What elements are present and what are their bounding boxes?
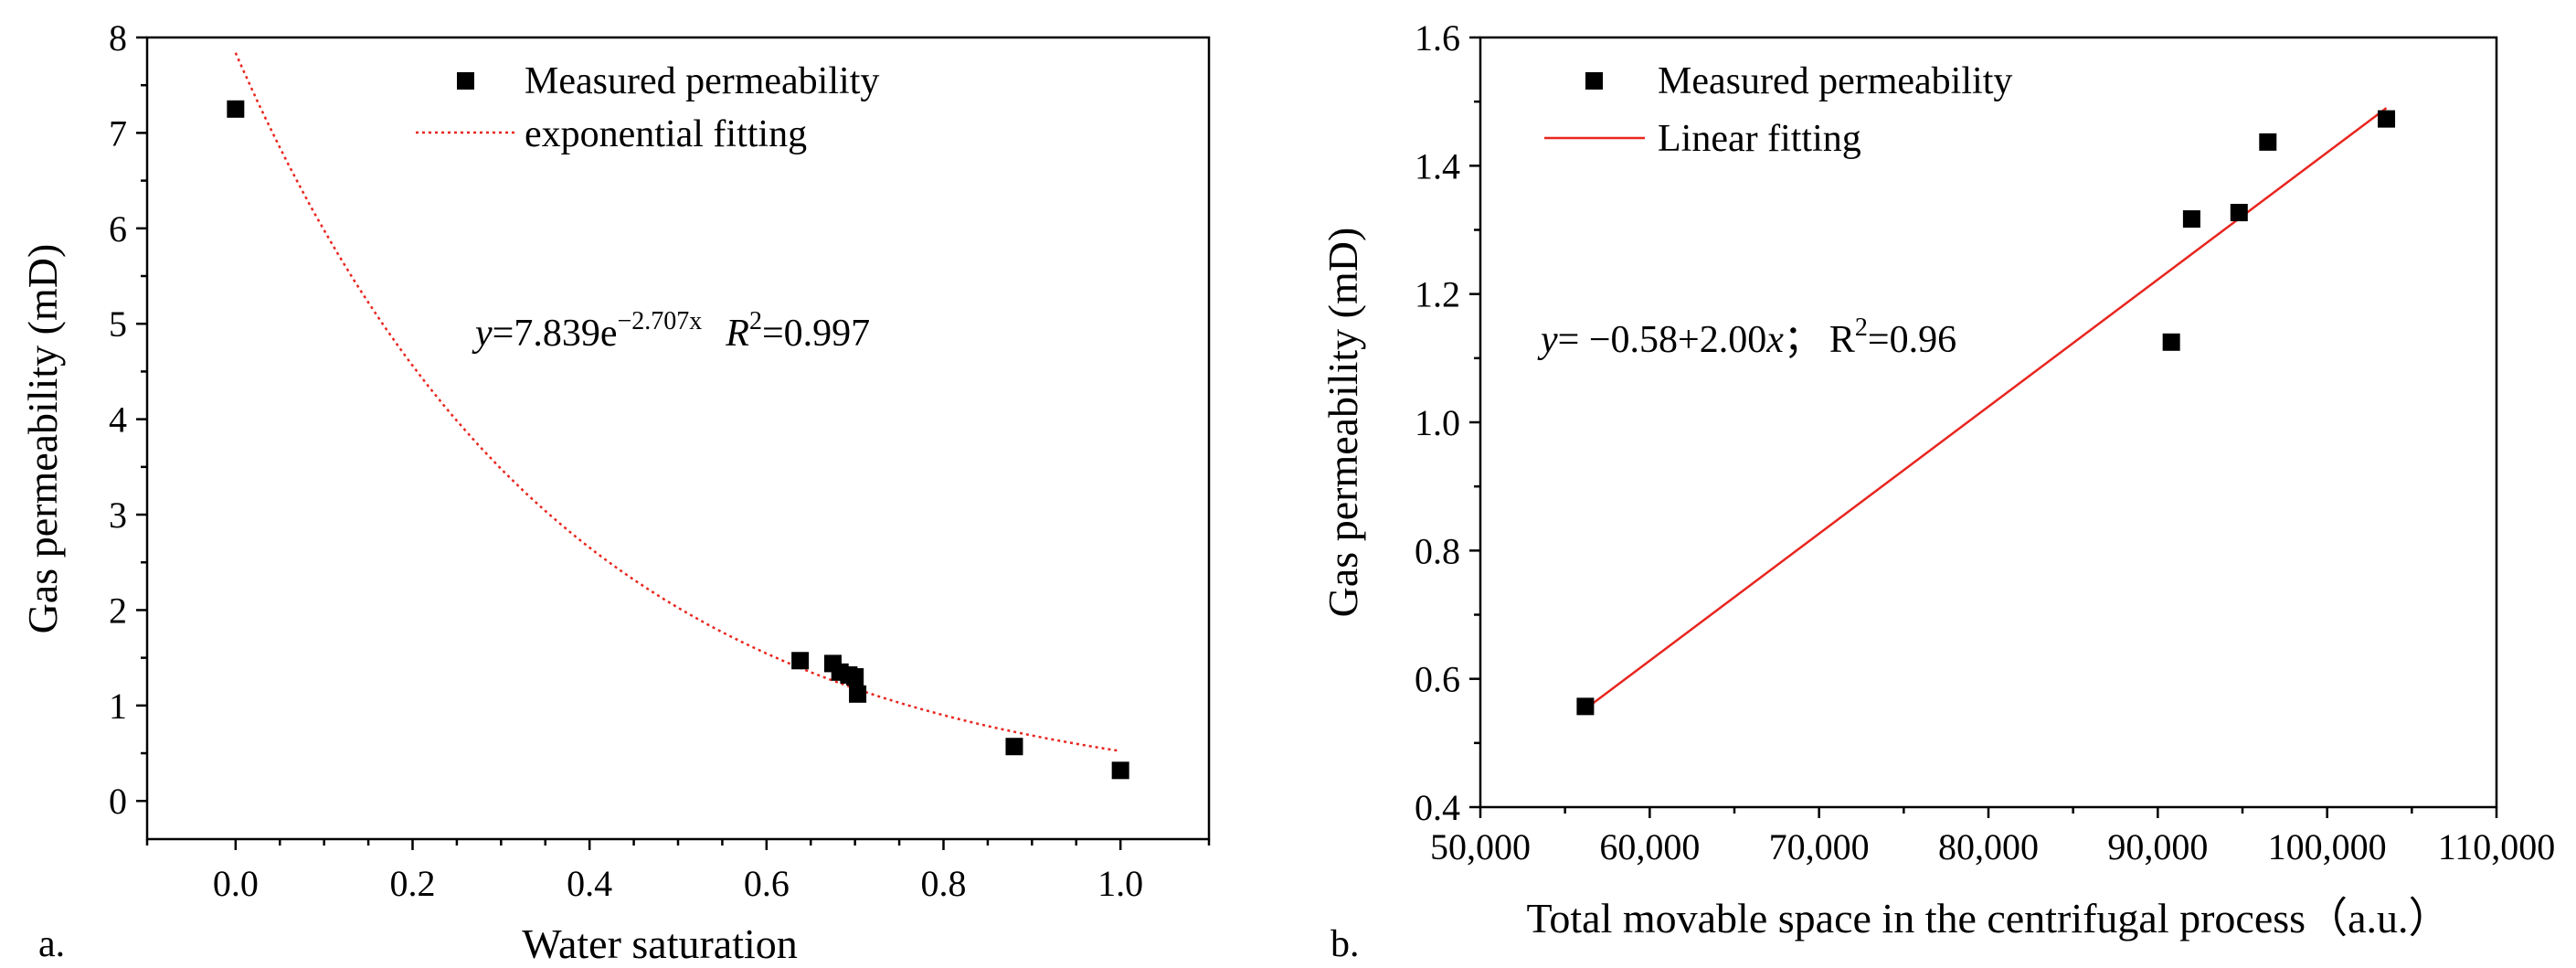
- chart-b-x-axis-title: Total movable space in the centrifugal p…: [1527, 895, 2451, 941]
- chart-b-legend-label-measured: Measured permeability: [1658, 60, 2012, 102]
- chart-a-legend-label-measured: Measured permeability: [525, 60, 879, 102]
- chart-a-frame: [145, 36, 1211, 841]
- chart-b: 50,000 60,000 70,000 80,000 90,000 100,000 110…: [1320, 17, 2555, 965]
- chart-a-x-ticks: 0.0 0.2 0.4 0.6 0.8 1.0: [145, 839, 1211, 904]
- chart-a-y-tick-label: 6: [109, 208, 127, 250]
- chart-b-fit-line: [1585, 107, 2388, 710]
- chart-b-y-tick-label: 0.8: [1415, 530, 1460, 571]
- chart-a-y-axis-title: Gas permeability (mD): [19, 244, 66, 634]
- chart-a-y-tick-label: 0: [109, 781, 127, 822]
- chart-b-legend-label-fit: Linear fitting: [1658, 118, 1861, 160]
- chart-b-y-ticks: 0.4 0.6 0.8 1.0 1.2 1.4 1.6: [1415, 17, 1480, 828]
- chart-b-data-point: [2259, 133, 2277, 151]
- chart-b-equation: y= −0.58+2.00x； R2=0.96: [1537, 314, 1956, 361]
- chart-a-equation: y=7.839e−2.707x R2=0.997: [472, 307, 870, 355]
- chart-a-data-point: [1005, 738, 1023, 756]
- chart-b-x-tick-label: 80,000: [1938, 826, 2039, 867]
- chart-a-data-point: [1111, 761, 1129, 780]
- chart-b-y-tick-label: 1.0: [1415, 402, 1460, 443]
- chart-b-x-tick-label: 50,000: [1430, 826, 1531, 867]
- chart-a-legend: Measured permeability exponential fittin…: [416, 60, 879, 155]
- chart-b-legend-marker-measured: [1585, 72, 1603, 90]
- chart-a-legend-marker-measured: [457, 72, 474, 90]
- chart-b-x-tick-label: 70,000: [1769, 826, 1870, 867]
- chart-a-points: [227, 100, 1129, 780]
- chart-b-y-tick-label: 1.2: [1415, 274, 1460, 315]
- chart-b-data-point: [2182, 210, 2200, 229]
- chart-a-fit-line: [234, 52, 1121, 752]
- chart-a-data-point: [791, 652, 810, 670]
- chart-a-x-tick-label: 0.2: [390, 863, 436, 904]
- chart-b-fit-layer: [1585, 107, 2388, 710]
- chart-b-frame: [1479, 36, 2498, 809]
- chart-a-x-tick-label: 0.4: [567, 863, 612, 904]
- chart-b-x-tick-label: 90,000: [2107, 826, 2208, 867]
- chart-b-y-tick-label: 0.4: [1415, 787, 1460, 828]
- chart-b-points: [1576, 110, 2396, 716]
- chart-b-y-tick-label: 0.6: [1415, 659, 1460, 700]
- chart-b-panel-label: b.: [1330, 923, 1360, 965]
- chart-b-x-tick-label: 110,000: [2438, 826, 2556, 867]
- chart-a-legend-label-fit: exponential fitting: [525, 113, 807, 155]
- chart-b-data-point: [2230, 204, 2248, 222]
- chart-a-y-tick-label: 7: [109, 112, 127, 154]
- chart-a-fit-layer: [234, 52, 1121, 752]
- chart-a-y-tick-label: 3: [109, 495, 127, 536]
- chart-b-y-tick-label: 1.4: [1415, 145, 1460, 186]
- chart-a-x-tick-label: 0.0: [213, 863, 259, 904]
- chart-b-x-tick-label: 100,000: [2268, 826, 2387, 867]
- chart-b-data-point: [1576, 697, 1595, 716]
- chart-b-y-tick-label: 1.6: [1415, 17, 1460, 59]
- chart-a-y-tick-label: 5: [109, 303, 127, 345]
- chart-a-data-point: [849, 685, 867, 703]
- chart-a-x-tick-label: 0.6: [744, 863, 790, 904]
- chart-a-y-tick-label: 8: [109, 17, 127, 59]
- chart-b-x-tick-label: 60,000: [1599, 826, 1700, 867]
- chart-a-y-tick-label: 2: [109, 590, 127, 631]
- chart-a-x-tick-label: 1.0: [1097, 863, 1143, 904]
- chart-a: 0.0 0.2 0.4 0.6 0.8 1.0 0 1 2 3 4 5 6 7 8 Water satur…: [19, 17, 1211, 967]
- chart-a-data-point: [227, 100, 245, 118]
- chart-b-data-point: [2162, 333, 2180, 351]
- chart-a-y-ticks: 0 1 2 3 4 5 6 7 8: [109, 17, 147, 822]
- chart-b-x-ticks: 50,000 60,000 70,000 80,000 90,000 100,000 110…: [1430, 807, 2555, 867]
- chart-a-x-tick-label: 0.8: [921, 863, 967, 904]
- chart-a-y-tick-label: 1: [109, 686, 127, 727]
- chart-a-x-axis-title: Water saturation: [522, 920, 798, 967]
- chart-b-y-axis-title: Gas permeability (mD): [1320, 228, 1366, 618]
- chart-a-panel-label: a.: [38, 923, 65, 965]
- chart-a-data-point: [846, 668, 864, 686]
- chart-a-y-tick-label: 4: [109, 399, 127, 441]
- chart-b-data-point: [2378, 110, 2396, 128]
- chart-b-legend: Measured permeability Linear fitting: [1544, 60, 2012, 160]
